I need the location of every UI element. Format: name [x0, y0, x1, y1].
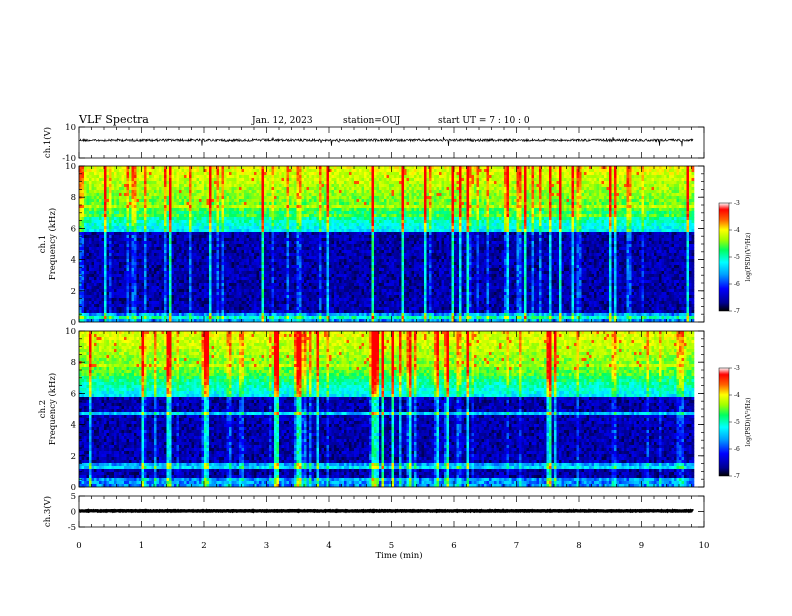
colorbar-tick-label: -7 [734, 308, 740, 315]
y-axis-label: ch.1Frequency (kHz) [38, 208, 58, 280]
colorbar-tick-label: -4 [734, 392, 740, 399]
y-tick-label: 2 [71, 287, 76, 297]
x-tick-label: 8 [576, 541, 581, 551]
start-ut-label: start UT = 7 : 10 : 0 [438, 116, 530, 126]
colorbar-tick-label: -5 [734, 419, 740, 426]
x-tick-label: 0 [76, 541, 81, 551]
x-tick-label: 7 [514, 541, 519, 551]
colorbar-label: log(PSD)(V²/Hz) [745, 233, 752, 282]
date-label: Jan. 12, 2023 [251, 116, 313, 126]
y-tick-label: 6 [71, 389, 76, 399]
x-tick-label: 3 [264, 541, 269, 551]
colorbar-tick-label: -6 [734, 281, 740, 288]
x-tick-label: 9 [639, 541, 644, 551]
colorbar-tick-label: -3 [734, 200, 740, 207]
y-tick-label: 4 [71, 256, 76, 266]
y-tick-label: 8 [71, 193, 76, 203]
waveform-trace [79, 137, 693, 146]
y-tick-label: 10 [65, 162, 76, 172]
colorbar-gradient [719, 374, 729, 476]
colorbar-tick-label: -5 [734, 254, 740, 261]
y-axis-label: ch.2Frequency (kHz) [38, 373, 58, 445]
colorbar-tick-label: -4 [734, 227, 740, 234]
x-tick-label: 5 [389, 541, 394, 551]
colorbar-tick-label: -3 [734, 365, 740, 372]
colorbar-label: log(PSD)(V²/Hz) [745, 398, 752, 447]
colorbar-ch2: -3 -4 -5 -6 -7 log(PSD)(V²/Hz) [719, 365, 752, 480]
colorbar-cap [719, 203, 729, 209]
station-label: station=OUJ [343, 116, 401, 126]
y-tick-label: -5 [68, 523, 76, 533]
x-tick-label: 4 [326, 541, 331, 551]
y-tick-label: 5 [71, 492, 76, 502]
y-tick-label: 8 [71, 358, 76, 368]
time-axis: 0 1 2 3 4 5 6 7 8 9 10 [76, 541, 709, 551]
ch3-waveform-panel: 5 0 -5 ch.3(V) [42, 492, 704, 533]
y-axis-label: ch.1(V) [42, 127, 53, 158]
y-tick-label: 4 [71, 421, 76, 431]
colorbar-ch1: -3 -4 -5 -6 -7 log(PSD)(V²/Hz) [719, 200, 752, 315]
figure-title: VLF Spectra [78, 113, 149, 126]
x-tick-label: 2 [201, 541, 206, 551]
y-axis-label: ch.3(V) [42, 496, 53, 527]
waveform-trace [79, 511, 693, 512]
y-tick-label: 10 [65, 327, 76, 337]
x-tick-label: 10 [699, 541, 710, 551]
x-tick-label: 6 [451, 541, 456, 551]
colorbar-tick-label: -6 [734, 446, 740, 453]
y-tick-label: 10 [65, 123, 76, 133]
y-tick-label: 6 [71, 224, 76, 234]
colorbar-cap [719, 368, 729, 374]
y-tick-label: 2 [71, 452, 76, 462]
y-tick-label: 0 [71, 508, 76, 518]
colorbar-gradient [719, 209, 729, 311]
colorbar-tick-label: -7 [734, 473, 740, 480]
x-axis-label: Time (min) [375, 550, 422, 561]
x-tick-label: 1 [139, 541, 144, 551]
